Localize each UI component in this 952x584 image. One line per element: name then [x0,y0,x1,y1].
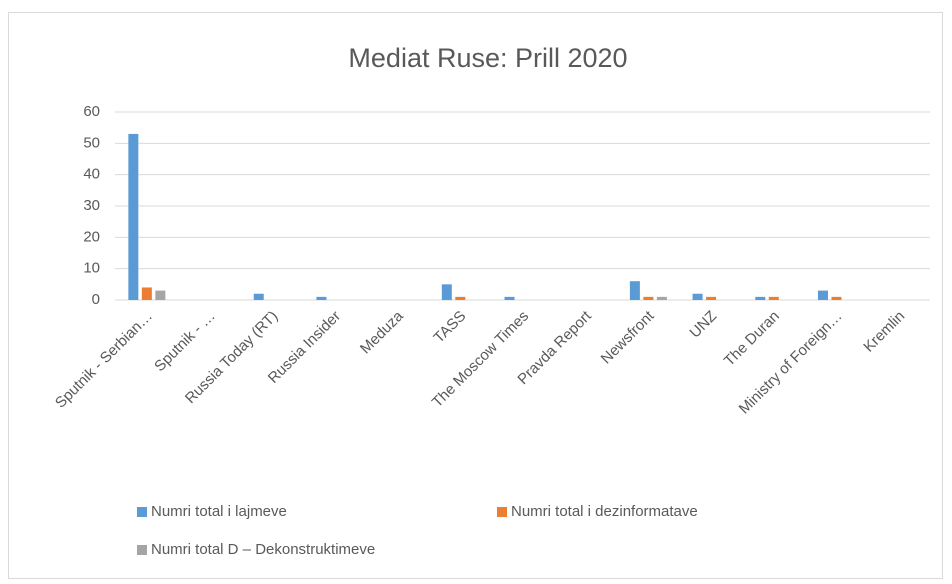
bar [692,293,703,300]
y-tick-label: 60 [83,103,100,120]
legend-swatch [137,507,147,517]
bar [755,296,766,300]
bar [441,284,452,300]
bar [768,296,779,300]
y-tick-label: 0 [92,291,100,308]
bar [656,296,667,300]
legend-swatch [137,545,147,555]
legend-label: Numri total i dezinformatave [511,503,698,520]
y-tick-label: 50 [83,134,100,151]
bar [455,296,466,300]
y-tick-label: 30 [83,197,100,214]
bar [831,296,842,300]
bar [155,290,166,300]
bar [141,287,152,300]
chart-title: Mediat Ruse: Prill 2020 [348,43,627,73]
legend-label: Numri total i lajmeve [151,503,287,520]
legend-swatch [497,507,507,517]
bar [253,293,264,300]
bar [817,290,828,300]
bar [629,281,640,300]
bar [504,296,515,300]
bar [316,296,327,300]
y-tick-label: 20 [83,228,100,245]
y-tick-label: 40 [83,166,100,183]
bar [643,296,654,300]
bar [706,296,717,300]
y-tick-label: 10 [83,260,100,277]
bar [128,133,139,300]
legend-label: Numri total D – Dekonstruktimeve [151,541,375,558]
